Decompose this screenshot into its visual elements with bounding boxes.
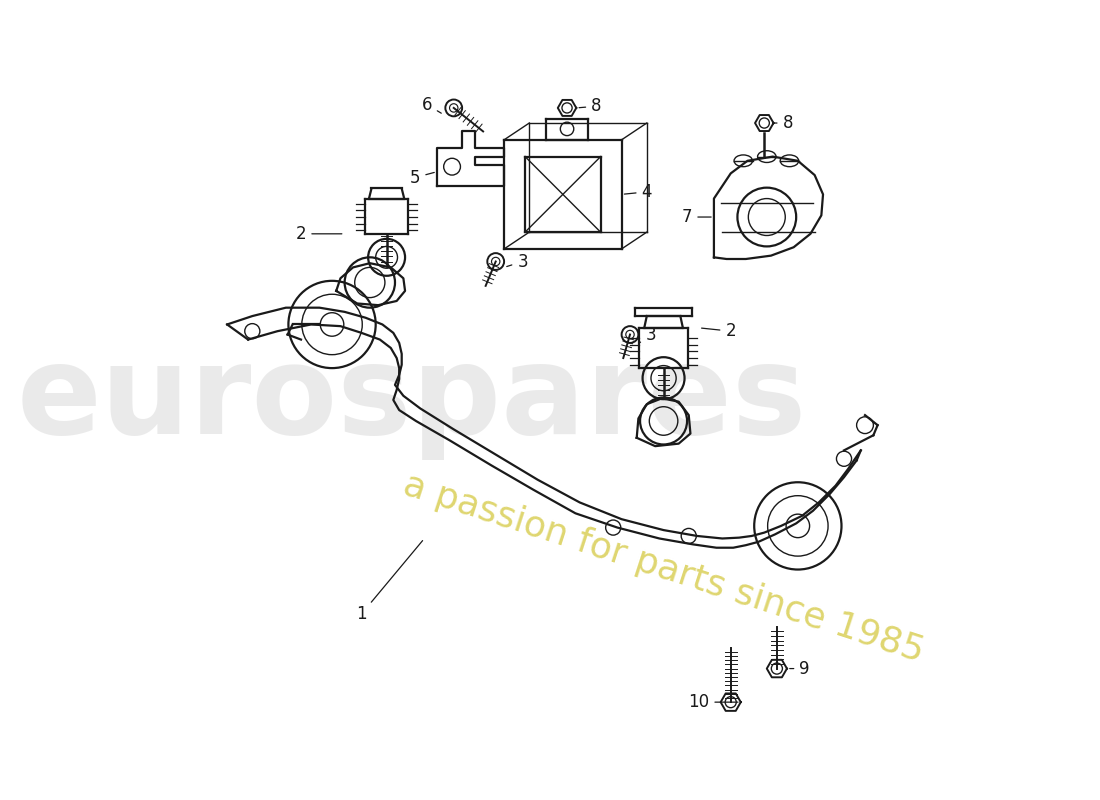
Text: 7: 7 bbox=[682, 208, 711, 226]
Text: 3: 3 bbox=[507, 253, 528, 270]
Text: 2: 2 bbox=[702, 322, 736, 340]
Text: 4: 4 bbox=[625, 183, 652, 201]
Text: 3: 3 bbox=[639, 326, 657, 344]
Text: 8: 8 bbox=[579, 98, 602, 115]
Text: 2: 2 bbox=[296, 225, 342, 243]
Text: 1: 1 bbox=[356, 541, 422, 623]
Text: 5: 5 bbox=[410, 169, 435, 186]
Text: 6: 6 bbox=[421, 95, 441, 114]
Text: 9: 9 bbox=[790, 659, 810, 678]
Text: eurospares: eurospares bbox=[16, 339, 807, 461]
Text: a passion for parts since 1985: a passion for parts since 1985 bbox=[399, 467, 928, 668]
Text: 8: 8 bbox=[774, 114, 793, 132]
Text: 10: 10 bbox=[689, 693, 738, 711]
